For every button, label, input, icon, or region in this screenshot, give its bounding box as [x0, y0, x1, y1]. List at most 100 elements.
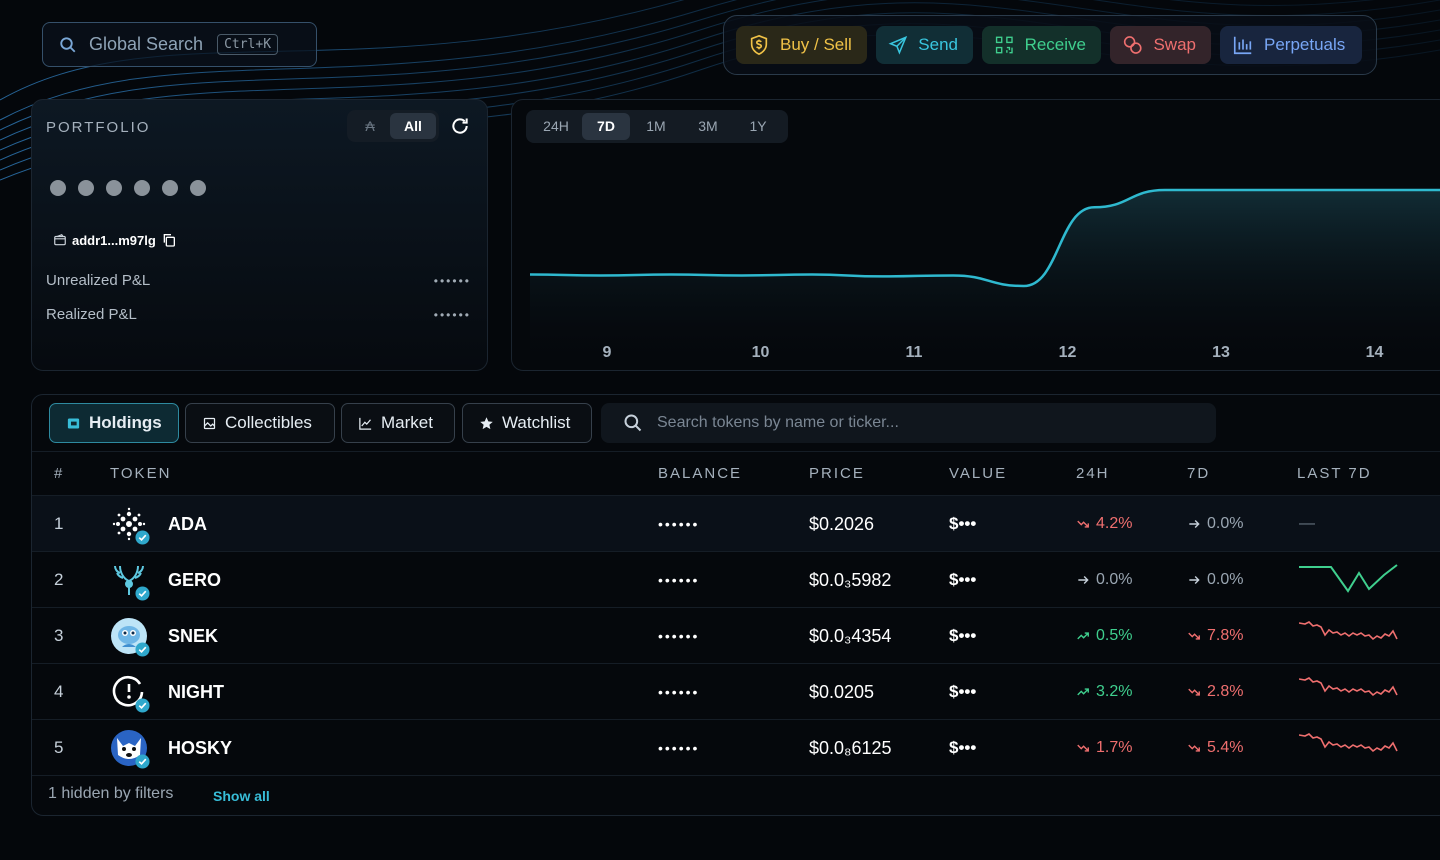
hidden-balance — [50, 180, 206, 196]
sparkline — [1299, 621, 1398, 641]
buy-sell-button[interactable]: Buy / Sell — [736, 26, 867, 64]
toggle-all[interactable]: All — [390, 113, 436, 139]
receive-label: Receive — [1024, 35, 1086, 54]
change-24h: 4.2% — [1076, 496, 1132, 552]
swap-label: Swap — [1153, 35, 1196, 54]
send-button[interactable]: Send — [876, 26, 973, 64]
shortcut-hint: Ctrl+K — [217, 34, 279, 55]
row-number: 5 — [54, 738, 64, 757]
change-7d-value: 2.8% — [1207, 683, 1244, 700]
global-search[interactable]: Global Search Ctrl+K — [42, 22, 317, 67]
toggle-ada[interactable]: ₳ — [365, 118, 375, 134]
qr-code-icon — [995, 36, 1013, 54]
token-value: $••• — [949, 738, 977, 757]
range-24h[interactable]: 24H — [543, 118, 569, 134]
token-name: NIGHT — [168, 681, 224, 702]
x-tick-label: 12 — [1059, 344, 1077, 361]
sparkline — [1299, 564, 1398, 593]
currency-toggle: ₳ All — [347, 110, 439, 142]
portfolio-card: PORTFOLIO ₳ All addr1...m97lg Unrealized… — [31, 99, 488, 371]
token-cell[interactable]: SNEK — [110, 608, 218, 664]
token-logo — [110, 617, 150, 657]
x-tick-label: 9 — [603, 344, 612, 361]
token-name: SNEK — [168, 625, 219, 646]
address-text: addr1...m97lg — [72, 232, 156, 248]
token-cell[interactable]: HOSKY — [110, 720, 232, 776]
change-7d: 2.8% — [1187, 664, 1243, 720]
change-7d-value: 0.0% — [1207, 571, 1244, 588]
trend-down-icon — [1188, 632, 1200, 640]
unrealized-pl-label: Unrealized P&L — [46, 272, 151, 289]
token-value: $••• — [949, 570, 977, 589]
trend-chart-icon — [359, 417, 372, 430]
token-logo — [110, 729, 150, 769]
trend-down-icon — [1077, 744, 1089, 752]
arrow-right-icon — [1189, 576, 1200, 584]
trend-up-icon — [1077, 632, 1089, 640]
token-balance: •••••• — [658, 572, 700, 588]
no-data-dash: — — [1299, 515, 1315, 532]
token-price: $0.0₈6125 — [809, 737, 892, 758]
last-7d-cell — [1299, 664, 1399, 720]
change-7d: 7.8% — [1187, 608, 1243, 664]
col-balance[interactable]: BALANCE — [658, 465, 743, 482]
row-number: 4 — [54, 682, 64, 701]
token-cell[interactable]: NIGHT — [110, 664, 224, 720]
token-cell[interactable]: ADA — [110, 496, 207, 552]
col-24h[interactable]: 24H — [1076, 465, 1110, 482]
table-row[interactable]: 5 HOSKY •••••• $0.0₈6125 $••• 1.7% 5.4% — [32, 720, 1440, 776]
last-7d-cell: — — [1299, 496, 1315, 552]
range-1y[interactable]: 1Y — [749, 118, 767, 134]
refresh-icon[interactable] — [450, 116, 470, 136]
change-7d: 5.4% — [1187, 720, 1243, 776]
tab-watchlist-label: Watchlist — [502, 413, 571, 432]
wallet-icon — [67, 418, 80, 428]
search-icon — [624, 414, 642, 432]
copy-icon[interactable] — [161, 232, 177, 248]
tab-market-label: Market — [381, 413, 433, 432]
col-value[interactable]: VALUE — [949, 465, 1008, 482]
table-row[interactable]: 1 ADA •••••• $0.2026 $••• 4.2% 0.0% — — [32, 496, 1440, 552]
tab-watchlist[interactable]: Watchlist — [462, 403, 592, 443]
col-token[interactable]: TOKEN — [110, 465, 172, 482]
change-24h: 0.0% — [1076, 552, 1132, 608]
sparkline — [1299, 677, 1398, 697]
token-search-input[interactable] — [657, 414, 1197, 432]
buy-sell-label: Buy / Sell — [780, 35, 852, 54]
unrealized-pl-value: •••••• — [433, 273, 471, 288]
global-search-label: Global Search — [89, 34, 204, 54]
swap-button[interactable]: Swap — [1110, 26, 1211, 64]
tab-market[interactable]: Market — [341, 403, 455, 443]
change-24h: 1.7% — [1076, 720, 1132, 776]
change-7d-value: 5.4% — [1207, 739, 1244, 756]
x-tick-label: 11 — [906, 344, 923, 361]
tab-holdings[interactable]: Holdings — [49, 403, 179, 443]
change-24h-value: 3.2% — [1096, 683, 1133, 700]
range-7d[interactable]: 7D — [582, 113, 630, 140]
token-cell[interactable]: GERO — [110, 552, 221, 608]
token-price: $0.0₃4354 — [809, 625, 892, 646]
range-1m[interactable]: 1M — [646, 118, 666, 134]
search-icon — [60, 36, 76, 52]
receive-button[interactable]: Receive — [982, 26, 1101, 64]
perpetuals-button[interactable]: Perpetuals — [1220, 26, 1362, 64]
x-tick-label: 14 — [1366, 344, 1384, 361]
table-row[interactable]: 2 GERO •••••• $0.0₃5982 $••• 0.0% 0.0% — [32, 552, 1440, 608]
wallet-address: addr1...m97lg — [53, 232, 177, 248]
range-3m[interactable]: 3M — [698, 118, 718, 134]
x-tick-label: 13 — [1212, 344, 1230, 361]
table-row[interactable]: 4 NIGHT •••••• $0.0205 $••• 3.2% 2.8% — [32, 664, 1440, 720]
col-price[interactable]: PRICE — [809, 465, 865, 482]
tab-collectibles[interactable]: Collectibles — [185, 403, 335, 443]
change-7d: 0.0% — [1187, 496, 1243, 552]
change-7d: 0.0% — [1187, 552, 1243, 608]
show-all-link[interactable]: Show all — [213, 788, 270, 804]
token-search — [601, 403, 1216, 443]
action-bar: Buy / Sell Send Receive Swap Perpetuals — [723, 15, 1377, 75]
verified-badge-icon — [135, 586, 150, 601]
table-row[interactable]: 3 SNEK •••••• $0.0₃4354 $••• 0.5% 7.8% — [32, 608, 1440, 664]
token-value: $••• — [949, 626, 977, 645]
col-7d[interactable]: 7D — [1187, 465, 1211, 482]
swap-icon — [1123, 36, 1142, 54]
verified-badge-icon — [135, 698, 150, 713]
